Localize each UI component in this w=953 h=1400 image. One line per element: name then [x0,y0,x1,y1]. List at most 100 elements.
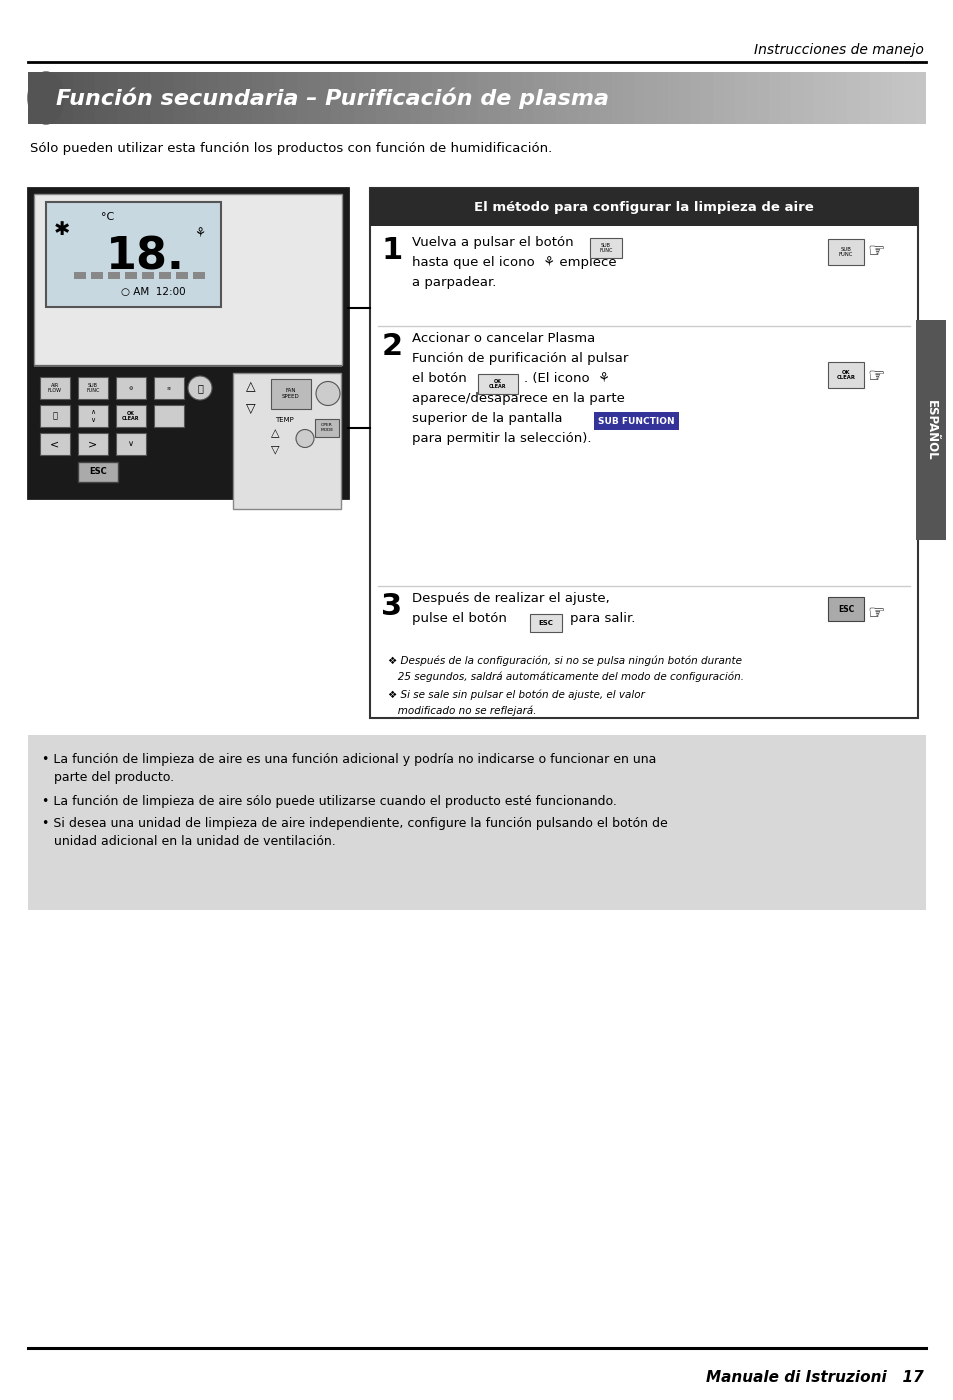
Text: OK
CLEAR: OK CLEAR [122,410,139,421]
Bar [902,71,914,125]
Text: Después de realizar el ajuste,: Después de realizar el ajuste, [412,592,609,605]
Bar [72,71,85,125]
Text: Accionar o cancelar Plasma: Accionar o cancelar Plasma [412,332,595,344]
Bar [644,71,657,125]
Bar [454,71,466,125]
Text: 25 segundos, saldrá automáticamente del modo de configuración.: 25 segundos, saldrá automáticamente del … [388,672,743,683]
Text: Vuelva a pulsar el botón: Vuelva a pulsar el botón [412,237,573,249]
Bar [757,71,768,125]
Text: . (El icono  ⚘: . (El icono ⚘ [523,372,609,385]
Bar [827,363,863,388]
Text: SUB
FUNC: SUB FUNC [86,382,99,393]
Bar [813,71,824,125]
Bar [768,71,780,125]
Bar [78,433,108,455]
Bar [700,71,713,125]
Bar [409,71,421,125]
Bar [914,71,925,125]
Bar [465,71,477,125]
Text: parte del producto.: parte del producto. [42,771,174,784]
Bar [125,272,137,279]
Bar [723,71,735,125]
Text: ▽: ▽ [246,402,255,414]
Bar [116,433,146,455]
Text: ESPAÑOL: ESPAÑOL [923,399,937,461]
Bar [477,374,517,393]
Bar [253,71,264,125]
Bar [443,71,455,125]
Bar [387,71,398,125]
Bar [370,188,917,225]
Bar [117,71,130,125]
Circle shape [295,430,314,448]
Bar [39,71,51,125]
Bar [869,71,881,125]
Text: ESC: ESC [89,468,107,476]
Bar [790,71,802,125]
Text: ☞: ☞ [866,242,883,260]
Text: Manuale di Istruzioni   17: Manuale di Istruzioni 17 [705,1371,923,1385]
Bar [354,71,365,125]
Bar [271,378,311,409]
Bar [263,71,275,125]
Bar [824,71,836,125]
Text: ⚙: ⚙ [129,385,133,391]
Bar [196,71,208,125]
Bar [108,272,120,279]
Text: a parpadear.: a parpadear. [412,276,496,288]
Text: Instrucciones de manejo: Instrucciones de manejo [753,43,923,57]
Bar [208,71,219,125]
Bar [827,239,863,265]
Bar [634,71,645,125]
Text: △: △ [271,428,279,438]
Bar [533,71,544,125]
Bar [375,71,387,125]
Bar [142,272,153,279]
Text: FAN
SPEED: FAN SPEED [282,388,299,399]
Bar [656,71,668,125]
Text: ∧
∨: ∧ ∨ [91,409,95,423]
Bar [881,71,892,125]
Bar [91,272,103,279]
Bar [891,71,903,125]
Text: pulse el botón: pulse el botón [412,612,506,624]
Text: TEMP: TEMP [274,417,294,423]
Bar [185,71,196,125]
Bar [297,71,309,125]
Bar [107,71,118,125]
Bar [274,71,286,125]
Text: • La función de limpieza de aire sólo puede utilizarse cuando el producto esté f: • La función de limpieza de aire sólo pu… [42,795,617,808]
Text: ☞: ☞ [866,367,883,386]
Text: Función de purificación al pulsar: Función de purificación al pulsar [412,351,628,365]
Bar [140,71,152,125]
Text: • Si desea una unidad de limpieza de aire independiente, configure la función pu: • Si desea una unidad de limpieza de air… [42,818,667,830]
Bar [555,71,567,125]
Text: Función secundaria – Purificación de plasma: Función secundaria – Purificación de pla… [56,87,608,109]
Bar [364,71,376,125]
Text: >: > [89,440,97,449]
Bar [745,71,758,125]
Bar [286,71,297,125]
Text: ☞: ☞ [866,603,883,623]
Bar [78,377,108,399]
Text: OK
CLEAR: OK CLEAR [489,378,506,389]
Text: el botón: el botón [412,372,466,385]
Bar [152,71,163,125]
Bar [218,71,231,125]
Bar [116,405,146,427]
Bar [34,195,341,364]
Bar [62,71,73,125]
Bar [690,71,701,125]
Text: ⏻: ⏻ [197,384,203,393]
Text: ⚘: ⚘ [193,227,205,239]
Text: ESC: ESC [837,605,853,613]
Bar [46,202,221,307]
Text: ▽: ▽ [271,445,279,455]
Bar [153,377,184,399]
Bar [836,71,847,125]
Bar [420,71,432,125]
Text: OPER
MODE: OPER MODE [320,423,334,431]
Bar [780,71,791,125]
Bar [84,71,95,125]
Bar [499,71,511,125]
